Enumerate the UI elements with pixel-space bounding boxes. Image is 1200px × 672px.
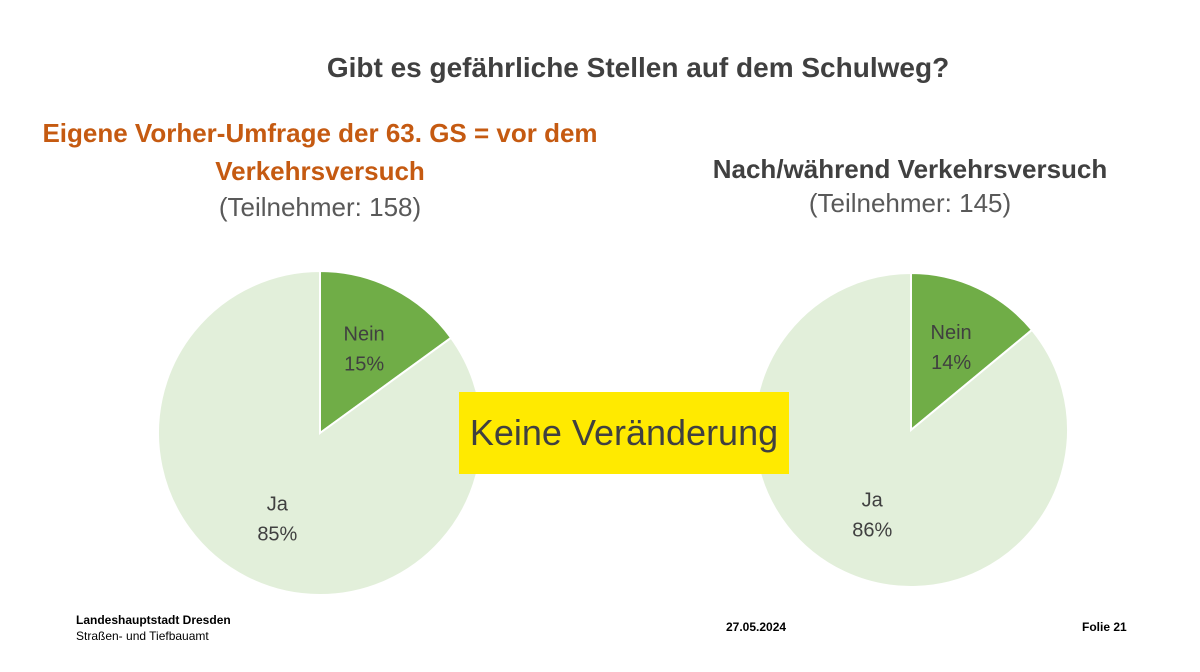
right-chart-title: Nach/während Verkehrsversuch (712, 154, 1108, 184)
right-pie-slice-ja (753, 271, 1069, 588)
left-pie-value-nein: 15% (344, 353, 384, 375)
footer-org-name: Landeshauptstadt Dresden (76, 613, 231, 627)
left-chart-title-line2: Verkehrsversuch (215, 156, 425, 186)
left-pie-label-ja: Ja (267, 494, 289, 516)
slide-title: Gibt es gefährliche Stellen auf dem Schu… (326, 52, 950, 83)
right-pie-label-ja: Ja (862, 489, 884, 511)
right-pie-slice-nein (910, 271, 1034, 433)
right-chart-heading: Nach/während Verkehrsversuch (Teilnehmer… (640, 152, 1180, 220)
left-chart-heading: Eigene Vorher-Umfrage der 63. GS = vor d… (0, 114, 640, 224)
right-chart-subtitle: (Teilnehmer: 145) (808, 188, 1012, 218)
footer-department: Straßen- und Tiefbauamt (76, 629, 209, 643)
right-pie-value-ja: 86% (852, 519, 892, 541)
right-pie-label-nein: Nein (931, 322, 972, 344)
left-pie-slice-nein (319, 269, 453, 435)
left-pie-value-ja: 85% (257, 524, 297, 546)
right-pie-value-nein: 14% (931, 352, 971, 374)
left-chart-title-line1: Eigene Vorher-Umfrage der 63. GS = vor d… (42, 118, 598, 148)
left-chart-subtitle: (Teilnehmer: 158) (218, 192, 422, 222)
no-change-callout: Keine Veränderung (459, 392, 789, 474)
footer-organisation: Landeshauptstadt Dresden Straßen- und Ti… (76, 612, 231, 644)
footer-slide-number: Folie 21 (1082, 620, 1127, 634)
left-pie-label-nein: Nein (344, 323, 385, 345)
footer-date: 27.05.2024 (726, 620, 787, 634)
